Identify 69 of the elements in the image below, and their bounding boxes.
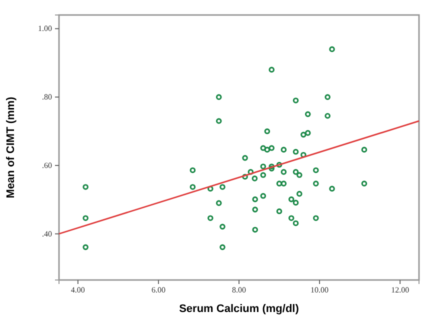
point [220,184,226,190]
point [292,200,299,206]
point [264,146,270,153]
point [260,145,266,151]
point [276,208,282,214]
point [324,112,330,119]
point [300,132,306,138]
point [280,146,287,153]
point [280,180,287,186]
point [292,148,299,155]
point [190,184,196,190]
point [216,118,222,124]
point [304,111,311,118]
x-tick-label: 12.00 [391,286,410,295]
x-axis-title: Serum Calcium (mg/dl) [179,303,300,315]
point [220,224,226,230]
point [260,192,266,199]
point [260,172,266,178]
point [300,152,306,158]
point [268,164,275,170]
point [292,169,299,175]
x-tick-label: 6.00 [151,286,166,295]
point [313,215,319,222]
point [329,186,335,192]
point [82,244,88,250]
point [324,94,330,100]
point [296,172,302,178]
point [280,169,287,175]
point [216,200,222,206]
point [296,190,302,197]
y-axis-title: Mean of CIMT (mm) [5,96,17,198]
point [361,180,368,186]
point [82,215,88,222]
point [208,186,214,192]
point [268,66,275,73]
y-tick-label: .40 [42,229,52,238]
y-tick-label: 1.00 [38,24,52,34]
point [292,98,299,104]
point [313,180,319,186]
point [329,46,335,52]
point [216,94,222,100]
point [252,196,258,202]
point [252,206,258,212]
point [82,184,88,190]
x-tick-label: 4.00 [70,286,85,295]
x-tick-label: 8.00 [232,286,246,295]
point [313,167,319,174]
point [288,196,294,202]
point [268,145,275,151]
point [268,166,275,172]
point [252,176,258,182]
point [264,128,270,134]
point [288,215,294,222]
point [248,169,254,175]
point [276,162,282,168]
x-tick-label: 10.00 [310,286,329,295]
point [208,215,214,222]
point [292,220,299,226]
point [276,180,282,186]
point [220,244,226,250]
point [304,130,311,136]
point [242,155,248,161]
point [242,174,248,180]
point [252,226,258,233]
point [260,164,266,170]
point [361,146,368,153]
y-tick-label: .80 [42,92,52,102]
y-tick-label: .60 [42,161,52,170]
point [190,167,196,174]
